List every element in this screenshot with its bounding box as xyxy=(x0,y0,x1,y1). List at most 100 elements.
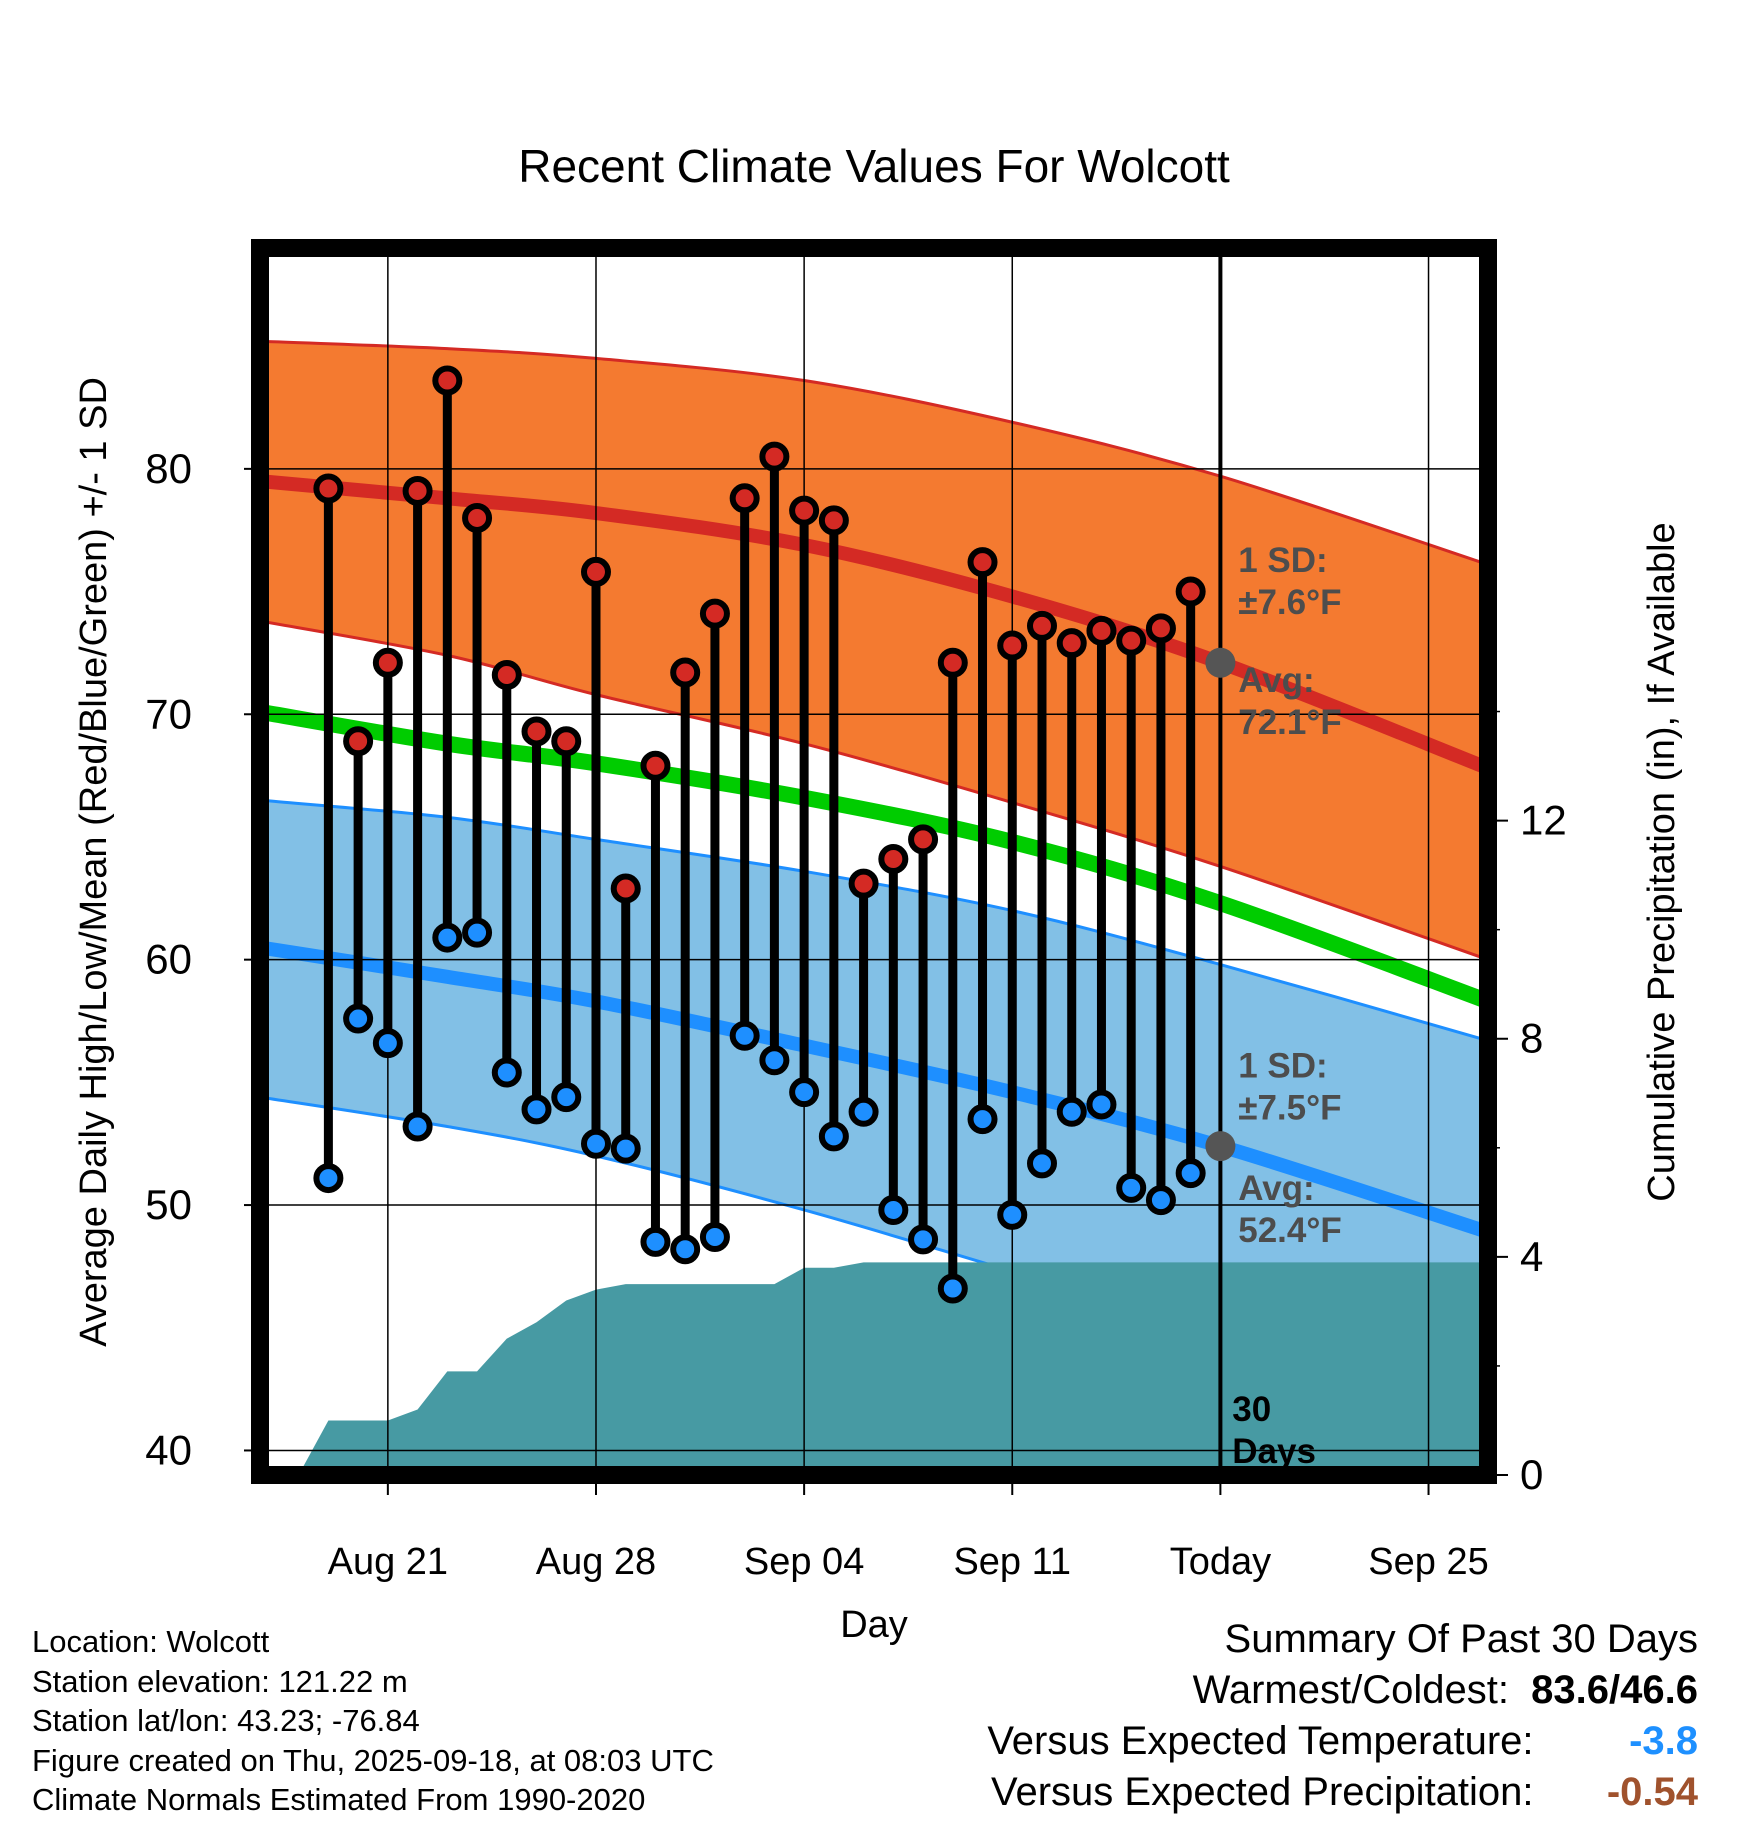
y-tick-label: 70 xyxy=(145,690,192,737)
daily-low-point xyxy=(580,1128,611,1159)
daily-low-point xyxy=(640,1226,671,1257)
temp-value: -3.8 xyxy=(1629,1719,1698,1763)
high-sd-upper-line xyxy=(260,339,1488,566)
chart-title: Recent Climate Values For Wolcott xyxy=(518,140,1230,192)
daily-low-point xyxy=(789,1077,820,1108)
daily-low-point xyxy=(610,1133,641,1164)
daily-low-point xyxy=(699,1221,730,1252)
low-normal-line xyxy=(260,940,1488,1239)
daily-low-point xyxy=(729,1020,760,1051)
daily-high-point xyxy=(967,547,998,578)
daily-low-point xyxy=(521,1094,552,1125)
x-tick-label: Aug 28 xyxy=(536,1541,656,1583)
info-created: Figure created on Thu, 2025-09-18, at 08… xyxy=(32,1742,714,1778)
annotation-label: 1 SD: ±7.6°F xyxy=(1238,541,1341,622)
daily-low-point xyxy=(670,1234,701,1265)
daily-low-point xyxy=(432,922,463,953)
y2-tick-label: 4 xyxy=(1520,1233,1543,1280)
daily-high-point xyxy=(699,598,730,629)
daily-high-point xyxy=(729,483,760,514)
y2-tick-label: 8 xyxy=(1520,1015,1543,1062)
annotation-line: 30 xyxy=(1232,1390,1271,1429)
daily-low-point xyxy=(1056,1096,1087,1127)
annotation-line: 1 SD: xyxy=(1238,1046,1327,1085)
daily-low-point xyxy=(313,1163,344,1194)
summary-title: Summary Of Past 30 Days xyxy=(1224,1617,1698,1661)
y-tick-label: 60 xyxy=(145,936,192,983)
annotation-line: ±7.5°F xyxy=(1238,1088,1341,1127)
daily-high-point xyxy=(551,726,582,757)
annotation-line: Avg: xyxy=(1238,1169,1314,1208)
daily-low-point xyxy=(343,1003,374,1034)
annotation-line: 1 SD: xyxy=(1238,541,1327,580)
daily-low-point xyxy=(462,917,493,948)
daily-high-point xyxy=(610,873,641,904)
daily-low-point xyxy=(1145,1185,1176,1216)
summary-precip: Versus Expected Precipitation: -0.54 xyxy=(987,1767,1698,1818)
daily-high-point xyxy=(521,716,552,747)
annotation-label: 1 SD: ±7.5°F xyxy=(1238,1046,1341,1127)
daily-high-point xyxy=(491,659,522,690)
annotation-label: Avg: 72.1°F xyxy=(1238,661,1342,742)
daily-high-point xyxy=(1116,625,1147,656)
y-axis-label: Average Daily High/Low/Mean (Red/Blue/Gr… xyxy=(73,377,115,1347)
today-avg-low-marker xyxy=(1205,1131,1236,1162)
annotation-label: Avg: 52.4°F xyxy=(1238,1169,1342,1250)
annotation-line: ±7.6°F xyxy=(1238,583,1341,622)
daily-high-point xyxy=(670,657,701,688)
precip-label: Versus Expected Precipitation: xyxy=(991,1770,1534,1814)
daily-high-point xyxy=(462,502,493,533)
daily-low-point xyxy=(372,1028,403,1059)
daily-high-point xyxy=(789,495,820,526)
daily-low-point xyxy=(967,1104,998,1135)
summary-temp: Versus Expected Temperature: -3.8 xyxy=(987,1716,1698,1767)
daily-high-point xyxy=(432,365,463,396)
daily-high-point xyxy=(759,441,790,472)
station-info: Location: Wolcott Station elevation: 121… xyxy=(32,1622,714,1820)
x-tick-label: Sep 11 xyxy=(953,1541,1071,1583)
high-sd-band xyxy=(260,341,1488,960)
daily-high-point xyxy=(1086,615,1117,646)
daily-low-point xyxy=(908,1224,939,1255)
daily-high-point xyxy=(818,505,849,536)
y2-tick-label: 12 xyxy=(1520,797,1567,844)
y2-axis-label: Cumulative Precipitation (in), If Availa… xyxy=(1641,522,1683,1201)
daily-high-point xyxy=(1056,628,1087,659)
daily-low-point xyxy=(1026,1148,1057,1179)
daily-high-point xyxy=(997,630,1028,661)
y-tick-label: 50 xyxy=(145,1181,192,1228)
daily-high-point xyxy=(908,824,939,855)
precip-value: -0.54 xyxy=(1606,1770,1698,1814)
daily-high-point xyxy=(580,556,611,587)
daily-high-point xyxy=(848,868,879,899)
daily-low-point xyxy=(937,1273,968,1304)
annotation-label: 30 Days xyxy=(1232,1390,1316,1471)
y-tick-label: 40 xyxy=(145,1426,192,1473)
y2-tick-label: 0 xyxy=(1520,1451,1543,1498)
info-latlon: Station lat/lon: 43.23; -76.84 xyxy=(32,1703,420,1738)
annotation-line: Days xyxy=(1232,1432,1316,1471)
x-tick-label: Sep 04 xyxy=(744,1541,864,1583)
daily-low-point xyxy=(1116,1172,1147,1203)
daily-high-point xyxy=(937,647,968,678)
info-elevation: Station elevation: 121.22 m xyxy=(32,1663,408,1699)
x-axis-label: Day xyxy=(840,1604,908,1646)
annotation-line: 72.1°F xyxy=(1238,703,1342,742)
daily-high-point xyxy=(372,647,403,678)
daily-low-point xyxy=(551,1082,582,1113)
x-tick-label: Sep 25 xyxy=(1368,1541,1488,1583)
daily-low-point xyxy=(848,1096,879,1127)
info-normals: Climate Normals Estimated From 1990-2020 xyxy=(32,1782,646,1817)
daily-high-point xyxy=(1145,613,1176,644)
daily-low-point xyxy=(491,1057,522,1088)
y-tick-label: 80 xyxy=(145,445,192,492)
summary-panel: Summary Of Past 30 Days Warmest/Coldest:… xyxy=(987,1614,1698,1818)
plot-frame xyxy=(251,239,1497,1484)
daily-low-point xyxy=(1086,1089,1117,1120)
x-tick-label: Aug 21 xyxy=(328,1541,448,1583)
daily-low-point xyxy=(997,1199,1028,1230)
daily-low-point xyxy=(1175,1158,1206,1189)
temp-label: Versus Expected Temperature: xyxy=(987,1719,1534,1763)
warm-cold-value: 83.6/46.6 xyxy=(1531,1668,1698,1712)
